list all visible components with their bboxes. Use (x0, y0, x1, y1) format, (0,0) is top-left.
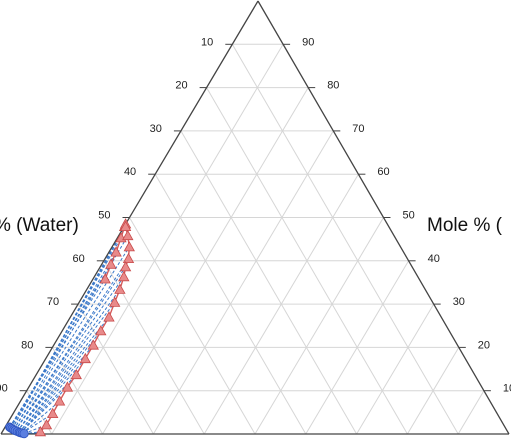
tie-line (16, 289, 121, 432)
triangle-marker (109, 296, 121, 307)
tie-line (13, 246, 130, 430)
triangle-marker (99, 273, 111, 284)
grid-line (231, 44, 459, 435)
right-tick-label: 90 (302, 36, 314, 48)
triangle-marker (40, 419, 53, 430)
left-tick-label: 80 (21, 339, 33, 351)
triangle-marker (87, 339, 99, 350)
tie-line (16, 302, 116, 432)
left-tick-label: 90 (0, 383, 8, 395)
triangle-marker (79, 352, 91, 364)
triangle-marker (105, 258, 117, 269)
left-tick-label: 20 (175, 80, 187, 92)
tie-line (14, 258, 129, 431)
tie-line (14, 276, 125, 431)
grid-line (51, 44, 284, 435)
triangle-marker (61, 381, 74, 392)
tie-line (9, 278, 106, 428)
right-tick-label: 80 (327, 80, 339, 92)
left-tick-label: 50 (98, 210, 110, 222)
triangle-marker (122, 229, 134, 241)
triangle-marker (103, 311, 115, 322)
triangle-marker (119, 261, 132, 272)
circle-marker (19, 428, 29, 439)
left-tick-label: 70 (47, 296, 59, 308)
grid-line (152, 130, 334, 435)
grid-line (206, 87, 408, 435)
grid-line (102, 87, 309, 435)
grid-line (180, 130, 358, 435)
right-tick-label: 10 (503, 383, 511, 395)
tie-lines (9, 223, 130, 435)
grid-line (457, 390, 485, 435)
right-tick-label: 30 (453, 296, 465, 308)
left-tick-label: 10 (201, 36, 213, 48)
tie-line (11, 223, 127, 430)
tick-labels: 10 20 30 40 50 60 70 80 90 90 80 70 60 50 40 30 20 10 (0, 36, 511, 394)
triangle-marker (47, 407, 59, 419)
left-axis-title: % (Water) (0, 215, 79, 236)
triangle-marker (53, 395, 66, 406)
tie-line (20, 386, 68, 434)
tie-line (10, 251, 117, 429)
left-tick-label: 30 (150, 123, 162, 135)
tie-line (18, 330, 102, 433)
right-tick-label: 60 (377, 166, 389, 178)
triangle-marker (70, 368, 82, 380)
tie-line (11, 226, 127, 430)
grid-line (356, 303, 435, 435)
data-points (5, 218, 135, 439)
right-tick-label: 20 (478, 339, 490, 351)
triangle-marker (110, 246, 122, 257)
tie-line (10, 237, 122, 429)
right-tick-label: 70 (352, 123, 364, 135)
right-axis-title: Mole % ( (427, 215, 503, 236)
right-tick-label: 40 (428, 253, 440, 265)
grid-line (77, 303, 154, 435)
left-tick-label: 60 (73, 253, 85, 265)
grid-lines (26, 43, 485, 435)
triangle-marker (123, 241, 135, 252)
left-tick-label: 40 (124, 166, 136, 178)
triangle-marker (119, 220, 132, 232)
grid-line (129, 217, 256, 435)
triangle-marker (95, 325, 107, 336)
triangle-marker (114, 283, 126, 294)
grid-line (254, 217, 384, 435)
tie-line (22, 400, 60, 434)
tie-line (16, 316, 110, 432)
tie-line (20, 358, 86, 434)
tie-line (14, 266, 127, 431)
triangle-marker (118, 270, 130, 282)
tie-line (18, 344, 94, 433)
right-tick-label: 50 (403, 210, 415, 222)
triangle-marker (122, 252, 135, 264)
triangle-marker (34, 425, 47, 437)
